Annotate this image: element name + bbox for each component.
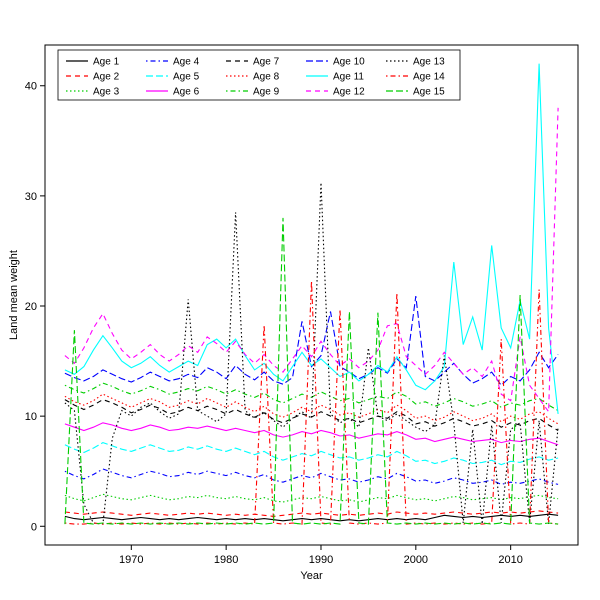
series-age-4 [64, 468, 559, 485]
legend-label: Age 8 [253, 72, 280, 83]
y-tick-label: 0 [31, 521, 37, 533]
series-age-14 [64, 280, 559, 525]
series-age-15 [64, 217, 559, 525]
series-age-12 [64, 107, 559, 414]
x-tick-label: 1990 [309, 554, 333, 566]
legend-label: Age 13 [413, 57, 445, 68]
legend-box [57, 49, 461, 101]
series-age-13 [64, 182, 559, 525]
y-tick-label: 10 [25, 411, 37, 423]
legend-label: Age 14 [413, 72, 445, 83]
legend-label: Age 2 [93, 72, 120, 83]
legend-label: Age 7 [253, 57, 280, 68]
x-tick-label: 1980 [214, 554, 238, 566]
series-age-7 [64, 398, 559, 431]
series-age-2 [64, 510, 559, 517]
legend-label: Age 11 [333, 72, 364, 83]
legend-label: Age 1 [93, 57, 120, 68]
series-age-1 [64, 513, 559, 522]
series-age-6 [64, 422, 559, 446]
x-tick-label: 2010 [498, 554, 522, 566]
y-tick-label: 20 [25, 301, 37, 313]
plot-frame [44, 44, 579, 546]
series-age-9 [64, 382, 559, 412]
series-age-5 [64, 441, 559, 466]
series-age-10 [64, 296, 559, 387]
legend-label: Age 10 [333, 57, 365, 68]
x-tick-label: 2000 [404, 554, 428, 566]
legend-label: Age 5 [173, 72, 200, 83]
legend-label: Age 12 [333, 87, 365, 98]
y-tick-label: 30 [25, 191, 37, 203]
y-tick-label: 40 [25, 81, 37, 93]
series-age-3 [64, 493, 559, 503]
y-axis-title: Land mean weight [8, 250, 20, 340]
legend-label: Age 9 [253, 87, 280, 98]
x-tick-label: 1970 [119, 554, 143, 566]
legend-label: Age 3 [93, 87, 120, 98]
series-age-11 [64, 63, 559, 414]
legend-label: Age 6 [173, 87, 200, 98]
x-axis-title: Year [300, 570, 323, 582]
legend-label: Age 15 [413, 87, 445, 98]
series-age-8 [64, 393, 559, 425]
legend-label: Age 4 [173, 57, 200, 68]
